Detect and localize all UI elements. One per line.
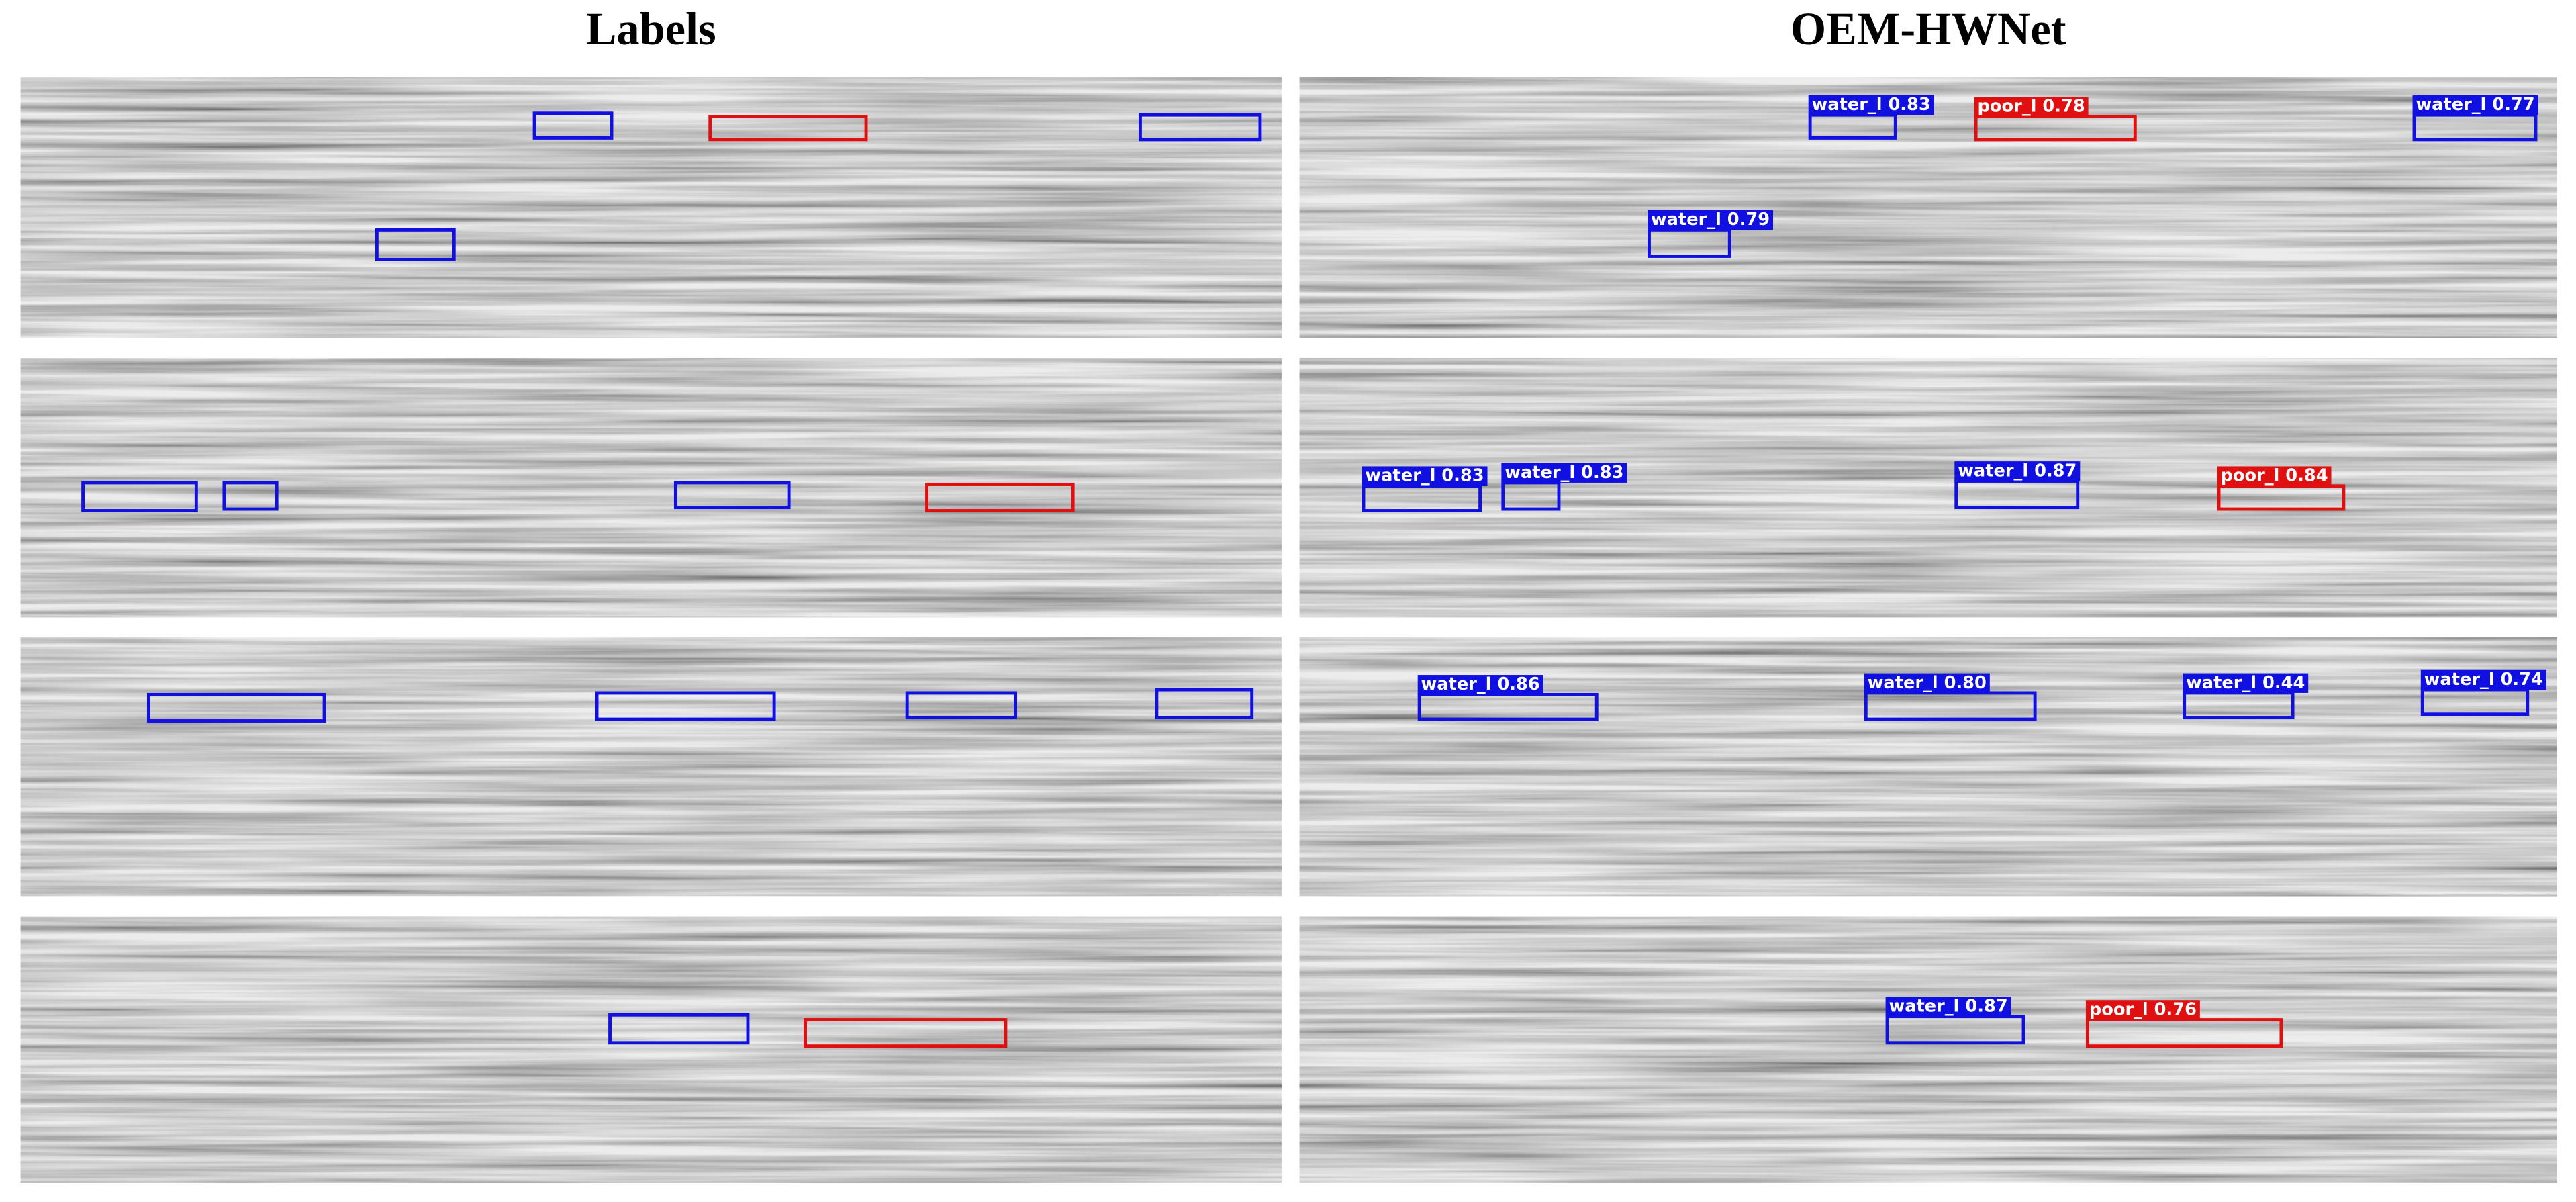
detection-tag bbox=[1974, 97, 2089, 117]
label-box bbox=[532, 111, 614, 140]
column-title: Labels bbox=[586, 3, 716, 54]
label-box bbox=[708, 115, 868, 142]
detection-tag bbox=[2217, 466, 2332, 486]
detection-tag bbox=[2183, 673, 2309, 693]
label-box bbox=[222, 481, 279, 511]
label-box bbox=[1138, 113, 1262, 142]
detection-label: poor_l 0.78 bbox=[1978, 96, 2085, 116]
label-box bbox=[1155, 688, 1254, 720]
panels bbox=[20, 77, 2557, 1183]
detection-label: water_l 0.83 bbox=[1505, 463, 1623, 483]
detection-label: water_l 0.86 bbox=[1421, 674, 1540, 694]
gpr-panel bbox=[1299, 358, 2557, 618]
detection-label: water_l 0.77 bbox=[2416, 95, 2534, 115]
label-box bbox=[673, 481, 791, 510]
detection-label: poor_l 0.84 bbox=[2220, 466, 2328, 486]
label-box bbox=[925, 482, 1075, 512]
column-title: OEM-HWNet bbox=[1791, 3, 2066, 54]
detection-label: water_l 0.44 bbox=[2186, 673, 2305, 693]
detection-tag bbox=[1885, 997, 2011, 1017]
label-box bbox=[608, 1013, 750, 1045]
gpr-panel bbox=[20, 358, 1282, 618]
detection-label: poor_l 0.76 bbox=[2089, 999, 2197, 1019]
detection-tag bbox=[1648, 210, 1774, 230]
detection-label: water_l 0.83 bbox=[1365, 466, 1484, 486]
detection-tag bbox=[2420, 669, 2546, 690]
gpr-panel bbox=[1299, 77, 2557, 338]
detection-label: water_l 0.74 bbox=[2424, 669, 2543, 690]
detection-label: water_l 0.87 bbox=[1958, 461, 2077, 481]
label-box bbox=[595, 691, 776, 721]
gpr-panel bbox=[20, 916, 1282, 1183]
detection-label: water_l 0.83 bbox=[1812, 95, 1931, 115]
label-box bbox=[81, 481, 198, 512]
detection-tag bbox=[1864, 673, 1990, 693]
detection-tag bbox=[2412, 95, 2538, 115]
detection-label: water_l 0.79 bbox=[1651, 210, 1770, 230]
detection-tag bbox=[1501, 463, 1627, 483]
detection-box bbox=[2183, 691, 2295, 720]
gpr-panel bbox=[1299, 916, 2557, 1183]
detection-tag bbox=[1417, 675, 1543, 695]
gpr-panel bbox=[20, 77, 1282, 338]
detection-tag bbox=[1954, 461, 2081, 481]
detection-tag bbox=[1808, 95, 1934, 115]
detection-label: water_l 0.80 bbox=[1868, 673, 1987, 693]
label-box bbox=[905, 691, 1018, 720]
label-box bbox=[375, 228, 456, 261]
boxes: water_l 0.83 poor_l 0.78 water_l 0.77 water… bbox=[81, 95, 2546, 1048]
detection-tag bbox=[2085, 1000, 2200, 1020]
label-box bbox=[804, 1018, 1008, 1048]
label-box bbox=[146, 692, 326, 723]
detection-tag bbox=[1362, 466, 1488, 486]
detection-label: water_l 0.87 bbox=[1889, 997, 2008, 1017]
gpr-panel bbox=[20, 637, 1282, 897]
detection-box bbox=[1864, 691, 2037, 721]
